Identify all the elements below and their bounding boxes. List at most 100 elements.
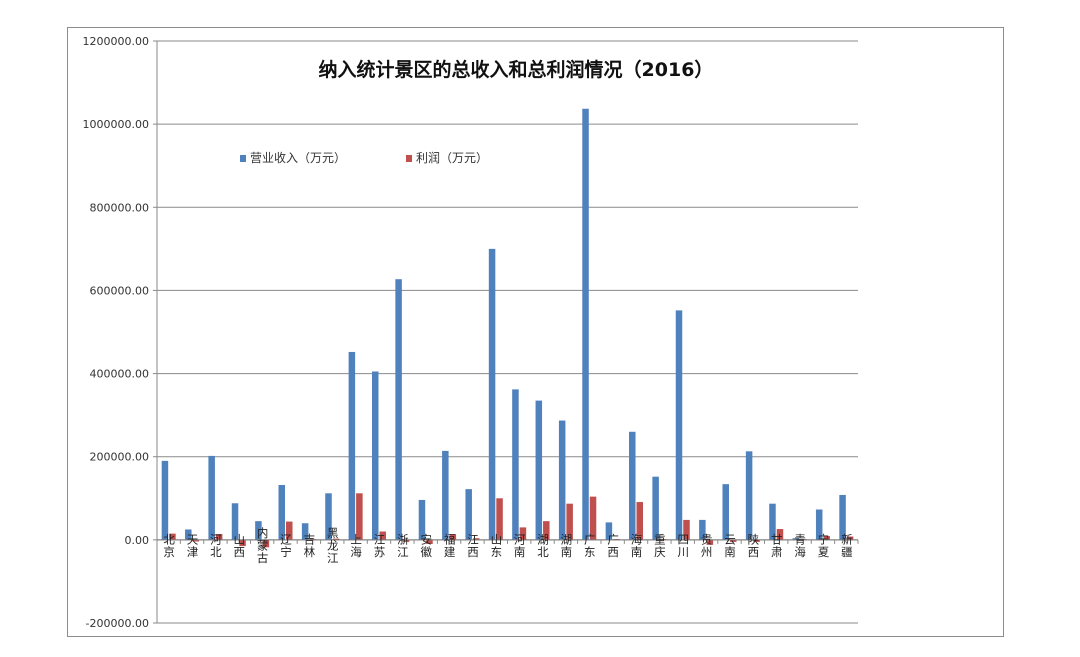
- x-tick-label: 重庆: [653, 532, 667, 558]
- bar-profit: [566, 503, 573, 540]
- bar-profit: [729, 539, 737, 542]
- bar-revenue: [465, 489, 472, 540]
- bar-revenue: [839, 494, 846, 540]
- bar-revenue: [395, 279, 402, 540]
- x-tick-label: 山西: [232, 533, 246, 558]
- x-tick-label: 新疆: [840, 532, 854, 558]
- x-axis-ticks: 北京 天津 河北 山西 内蒙古 辽宁 吉林 黑龙江 上海 江苏 浙江 安徽 福建 江西 山东 河南 湖北 湖南 广东…: [162, 526, 854, 564]
- x-tick-label: 江西: [466, 533, 480, 558]
- bar-revenue: [185, 529, 192, 540]
- x-tick-label: 四川: [676, 533, 690, 558]
- x-tick-label: 宁夏: [816, 532, 830, 558]
- bar-revenue: [161, 460, 169, 540]
- y-tick-label: -200000.00: [86, 617, 149, 630]
- x-tick-label: 北京: [162, 533, 176, 558]
- bar-revenue: [605, 522, 613, 540]
- bar-profit: [169, 533, 176, 540]
- bar-revenue: [815, 509, 823, 540]
- bar-revenue: [558, 420, 566, 540]
- x-tick-label: 甘肃: [770, 533, 784, 558]
- bar-revenue: [792, 538, 800, 540]
- bar-profit: [215, 534, 223, 540]
- bar-profit: [239, 539, 246, 547]
- chart-title: 纳入统计景区的总收入和总利润情况（2016）: [319, 58, 714, 81]
- bar-revenue: [629, 431, 636, 540]
- legend-label: 营业收入（万元）: [250, 151, 346, 165]
- bar-revenue: [722, 484, 729, 540]
- bar-profit: [496, 498, 503, 540]
- bar-profit: [426, 539, 433, 545]
- x-tick-label: 广东: [583, 533, 597, 558]
- bar-profit: [753, 539, 760, 542]
- bar-profit: [356, 493, 363, 540]
- x-tick-label: 山东: [489, 533, 503, 558]
- bar-revenue: [769, 503, 776, 540]
- bar-profit: [449, 534, 457, 540]
- legend-swatch: [406, 155, 412, 162]
- x-tick-label: 云南: [723, 533, 737, 558]
- legend-label: 利润（万元）: [416, 151, 488, 165]
- bar-revenue: [535, 400, 543, 540]
- x-tick-label: 湖北: [536, 532, 550, 558]
- y-tick-label: 600000.00: [90, 284, 150, 297]
- x-tick-label: 青海: [793, 533, 807, 558]
- x-tick-label: 天津: [186, 533, 200, 558]
- bar-revenue: [418, 499, 426, 540]
- x-tick-label: 海南: [630, 532, 644, 558]
- y-tick-label: 1000000.00: [83, 118, 149, 131]
- y-tick-label: 1200000.00: [83, 35, 149, 48]
- bar-revenue: [512, 389, 519, 540]
- bar-profit: [332, 538, 340, 540]
- bar-profit: [683, 519, 690, 540]
- bar-profit: [706, 539, 714, 545]
- bar-profit: [636, 502, 644, 540]
- bar-profit: [472, 538, 480, 540]
- bar-profit: [192, 539, 200, 542]
- x-tick-label: 河南: [513, 533, 527, 558]
- x-tick-label: 贵州: [700, 533, 714, 558]
- x-tick-label: 河北: [209, 533, 223, 558]
- bar-profit: [286, 521, 293, 540]
- bar-revenue: [348, 351, 356, 540]
- bar-profit: [823, 536, 830, 540]
- bar-profit: [589, 496, 597, 540]
- bar-revenue: [325, 493, 332, 540]
- bar-profit: [262, 539, 270, 548]
- bar-profit: [402, 539, 410, 542]
- bar-revenue: [488, 248, 496, 540]
- y-tick-label: 200000.00: [90, 451, 150, 464]
- x-tick-label: 福建: [443, 532, 457, 558]
- x-tick-label: 广西: [606, 533, 620, 558]
- axes: [156, 41, 859, 623]
- x-tick-label: 辽宁: [279, 533, 293, 558]
- x-tick-label: 安徽: [419, 532, 433, 558]
- x-tick-label: 陕西: [746, 532, 760, 558]
- x-tick-label: 内蒙古: [256, 526, 270, 564]
- y-tick-label: 800000.00: [90, 201, 150, 214]
- x-tick-label: 上海: [349, 533, 363, 558]
- x-tick-label: 吉林: [302, 533, 316, 558]
- x-tick-label: 黑龙江: [326, 527, 340, 565]
- bar-revenue: [301, 523, 309, 540]
- bar-revenue: [371, 371, 379, 540]
- legend-swatch: [240, 155, 246, 162]
- bar-revenue: [675, 310, 683, 540]
- y-axis-ticks: 1200000.00 1000000.00 800000.00 600000.00 40…: [83, 35, 157, 630]
- y-tick-label: 400000.00: [90, 368, 150, 381]
- bar-revenue: [208, 455, 215, 540]
- bar-profit: [846, 536, 854, 540]
- bar-profit: [519, 527, 527, 540]
- bar-revenue: [231, 503, 239, 540]
- bar-revenue: [278, 484, 286, 540]
- bar-profit: [776, 529, 784, 540]
- x-tick-label: 浙江: [396, 533, 410, 558]
- bar-profit: [543, 521, 550, 540]
- bar-revenue: [652, 476, 659, 540]
- bar-profit: [379, 531, 386, 540]
- legend: 营业收入（万元） 利润（万元）: [240, 151, 488, 165]
- bar-revenue: [442, 450, 449, 540]
- bar-revenue: [699, 519, 706, 540]
- bar-revenue: [745, 451, 753, 540]
- y-tick-label: 0.00: [125, 534, 150, 547]
- chart-svg: 1200000.00 1000000.00 800000.00 600000.00 40…: [83, 35, 859, 630]
